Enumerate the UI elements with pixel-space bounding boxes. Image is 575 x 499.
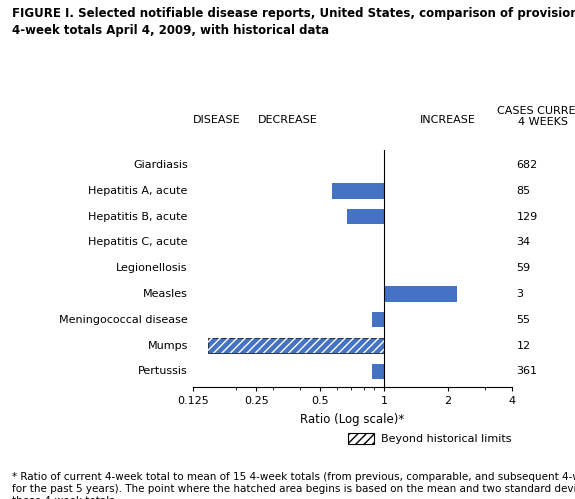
Text: 682: 682 [516, 160, 538, 170]
Text: Mumps: Mumps [147, 340, 188, 350]
Text: Meningococcal disease: Meningococcal disease [59, 315, 188, 325]
Text: 3: 3 [516, 289, 523, 299]
Bar [373, 364, 384, 379]
Text: Hepatitis B, acute: Hepatitis B, acute [89, 212, 188, 222]
Text: Beyond historical limits: Beyond historical limits [381, 434, 511, 444]
Text: Pertussis: Pertussis [138, 366, 188, 376]
Text: 34: 34 [516, 238, 531, 248]
Bar [347, 209, 384, 225]
Text: Giardiasis: Giardiasis [133, 160, 188, 170]
Text: 85: 85 [516, 186, 531, 196]
Bar [332, 183, 384, 199]
Text: CASES CURRENT
4 WEEKS: CASES CURRENT 4 WEEKS [497, 106, 575, 127]
Bar [208, 338, 384, 353]
Text: 361: 361 [516, 366, 538, 376]
Text: Legionellosis: Legionellosis [116, 263, 188, 273]
Text: INCREASE: INCREASE [420, 115, 476, 125]
Text: 129: 129 [516, 212, 538, 222]
Text: Measles: Measles [143, 289, 188, 299]
Text: * Ratio of current 4-week total to mean of 15 4-week totals (from previous, comp: * Ratio of current 4-week total to mean … [12, 472, 575, 499]
Text: DECREASE: DECREASE [258, 115, 317, 125]
Text: 59: 59 [516, 263, 531, 273]
X-axis label: Ratio (Log scale)*: Ratio (Log scale)* [300, 413, 404, 426]
Bar [208, 338, 384, 353]
Text: 12: 12 [516, 340, 531, 350]
Bar [373, 312, 384, 327]
Bar [384, 286, 457, 302]
Text: DISEASE: DISEASE [193, 115, 240, 125]
Text: 55: 55 [516, 315, 531, 325]
Text: Hepatitis A, acute: Hepatitis A, acute [89, 186, 188, 196]
Text: Hepatitis C, acute: Hepatitis C, acute [89, 238, 188, 248]
Text: FIGURE I. Selected notifiable disease reports, United States, comparison of prov: FIGURE I. Selected notifiable disease re… [12, 7, 575, 37]
